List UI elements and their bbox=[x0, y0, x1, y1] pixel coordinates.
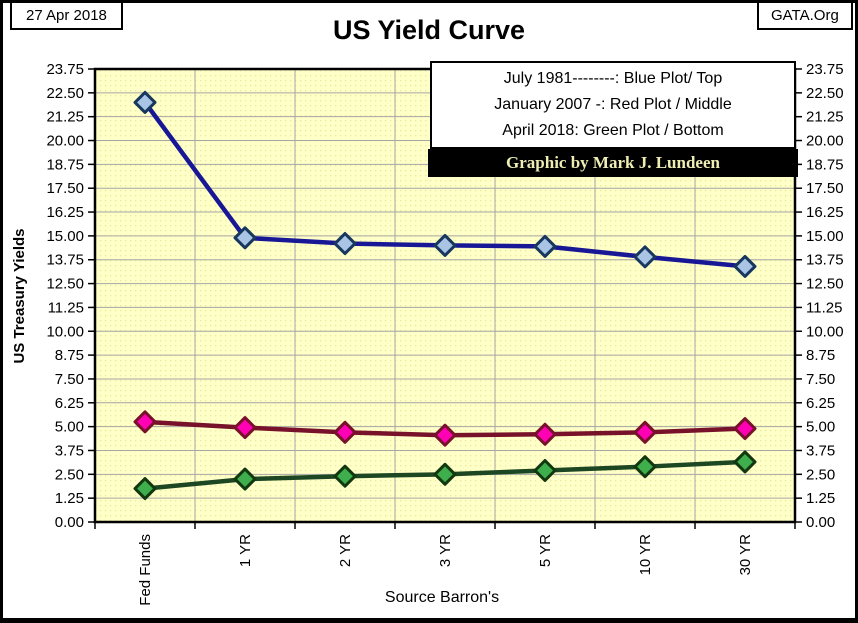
legend-line-red: January 2007 -: Red Plot / Middle bbox=[494, 96, 732, 113]
marker-bottom bbox=[533, 459, 557, 483]
y-tick-label-left: 21.25 bbox=[46, 109, 84, 126]
y-tick-label-right: 15.00 bbox=[806, 228, 844, 245]
x-tick-label: 30 YR bbox=[737, 534, 754, 576]
y-tick-label-left: 5.00 bbox=[55, 419, 84, 436]
legend: July 1981--------: Blue Plot/ Top Januar… bbox=[430, 61, 796, 149]
credit-banner: Graphic by Mark J. Lundeen bbox=[428, 149, 798, 177]
marker-bottom bbox=[233, 467, 257, 491]
y-tick-label-left: 20.00 bbox=[46, 133, 84, 150]
source-label: Source Barron's bbox=[384, 589, 500, 606]
marker-top bbox=[233, 226, 257, 250]
y-tick-label-right: 6.25 bbox=[806, 395, 835, 412]
marker-top bbox=[533, 234, 557, 258]
y-tick-label-left: 11.25 bbox=[48, 299, 84, 316]
marker-bottom bbox=[333, 464, 357, 488]
marker-top bbox=[633, 245, 657, 269]
y-tick-label-right: 18.75 bbox=[806, 156, 844, 173]
marker-middle bbox=[133, 410, 157, 434]
marker-middle bbox=[333, 420, 357, 444]
marker-top bbox=[133, 90, 157, 114]
y-tick-label-left: 1.25 bbox=[55, 490, 84, 507]
marker-middle bbox=[533, 422, 557, 446]
x-tick-label: 5 YR bbox=[537, 534, 554, 567]
y-tick-label-left: 22.50 bbox=[46, 85, 84, 102]
legend-line-green: April 2018: Green Plot / Bottom bbox=[502, 122, 724, 139]
marker-top bbox=[733, 254, 757, 278]
y-tick-label-right: 11.25 bbox=[806, 299, 842, 316]
y-tick-label-left: 0.00 bbox=[55, 514, 84, 531]
marker-bottom bbox=[733, 450, 757, 474]
y-tick-label-right: 22.50 bbox=[806, 85, 844, 102]
x-tick-label: 1 YR bbox=[237, 534, 254, 567]
y-tick-label-left: 12.50 bbox=[46, 276, 84, 293]
y-tick-label-right: 7.50 bbox=[806, 371, 835, 388]
marker-bottom bbox=[133, 477, 157, 501]
y-tick-label-left: 15.00 bbox=[46, 228, 84, 245]
date-badge: 27 Apr 2018 bbox=[10, 3, 123, 30]
y-tick-label-left: 8.75 bbox=[55, 347, 84, 364]
x-tick-label: 3 YR bbox=[437, 534, 454, 567]
y-tick-label-right: 1.25 bbox=[806, 490, 835, 507]
site-text: GATA.Org bbox=[771, 7, 839, 24]
y-tick-label-right: 5.00 bbox=[806, 419, 835, 436]
y-tick-label-left: 18.75 bbox=[46, 156, 84, 173]
y-tick-label-left: 13.75 bbox=[46, 252, 84, 269]
x-tick-label: 2 YR bbox=[337, 534, 354, 567]
marker-bottom bbox=[633, 455, 657, 479]
y-tick-label-left: 2.50 bbox=[55, 466, 84, 483]
y-tick-label-left: 3.75 bbox=[55, 442, 84, 459]
y-tick-label-left: 10.00 bbox=[46, 323, 84, 340]
site-badge: GATA.Org bbox=[757, 3, 853, 30]
y-tick-label-right: 12.50 bbox=[806, 276, 844, 293]
y-tick-label-left: 6.25 bbox=[55, 395, 84, 412]
y-axis-title: US Treasury Yields bbox=[11, 228, 28, 364]
marker-middle bbox=[233, 416, 257, 440]
y-tick-label-left: 16.25 bbox=[46, 204, 84, 221]
y-tick-label-right: 16.25 bbox=[806, 204, 844, 221]
y-tick-label-right: 3.75 bbox=[806, 442, 835, 459]
y-tick-label-right: 8.75 bbox=[806, 347, 835, 364]
marker-bottom bbox=[433, 462, 457, 486]
y-tick-label-right: 2.50 bbox=[806, 466, 835, 483]
marker-top bbox=[333, 232, 357, 256]
legend-line-blue: July 1981--------: Blue Plot/ Top bbox=[503, 70, 723, 87]
y-tick-label-left: 7.50 bbox=[55, 371, 84, 388]
marker-middle bbox=[733, 417, 757, 441]
y-tick-label-right: 21.25 bbox=[806, 109, 844, 126]
y-tick-label-right: 0.00 bbox=[806, 514, 835, 531]
marker-top bbox=[433, 233, 457, 257]
y-tick-label-left: 17.50 bbox=[46, 180, 84, 197]
y-tick-label-right: 10.00 bbox=[806, 323, 844, 340]
date-text: 27 Apr 2018 bbox=[26, 7, 107, 24]
marker-middle bbox=[433, 423, 457, 447]
y-tick-label-right: 20.00 bbox=[806, 133, 844, 150]
page-title: US Yield Curve bbox=[332, 15, 526, 45]
y-tick-label-right: 13.75 bbox=[806, 252, 844, 269]
x-tick-label: Fed Funds bbox=[137, 534, 154, 606]
y-tick-label-right: 23.75 bbox=[806, 61, 844, 78]
y-tick-label-left: 23.75 bbox=[46, 61, 84, 78]
y-tick-label-right: 17.50 bbox=[806, 180, 844, 197]
marker-middle bbox=[633, 420, 657, 444]
x-tick-label: 10 YR bbox=[637, 534, 654, 576]
